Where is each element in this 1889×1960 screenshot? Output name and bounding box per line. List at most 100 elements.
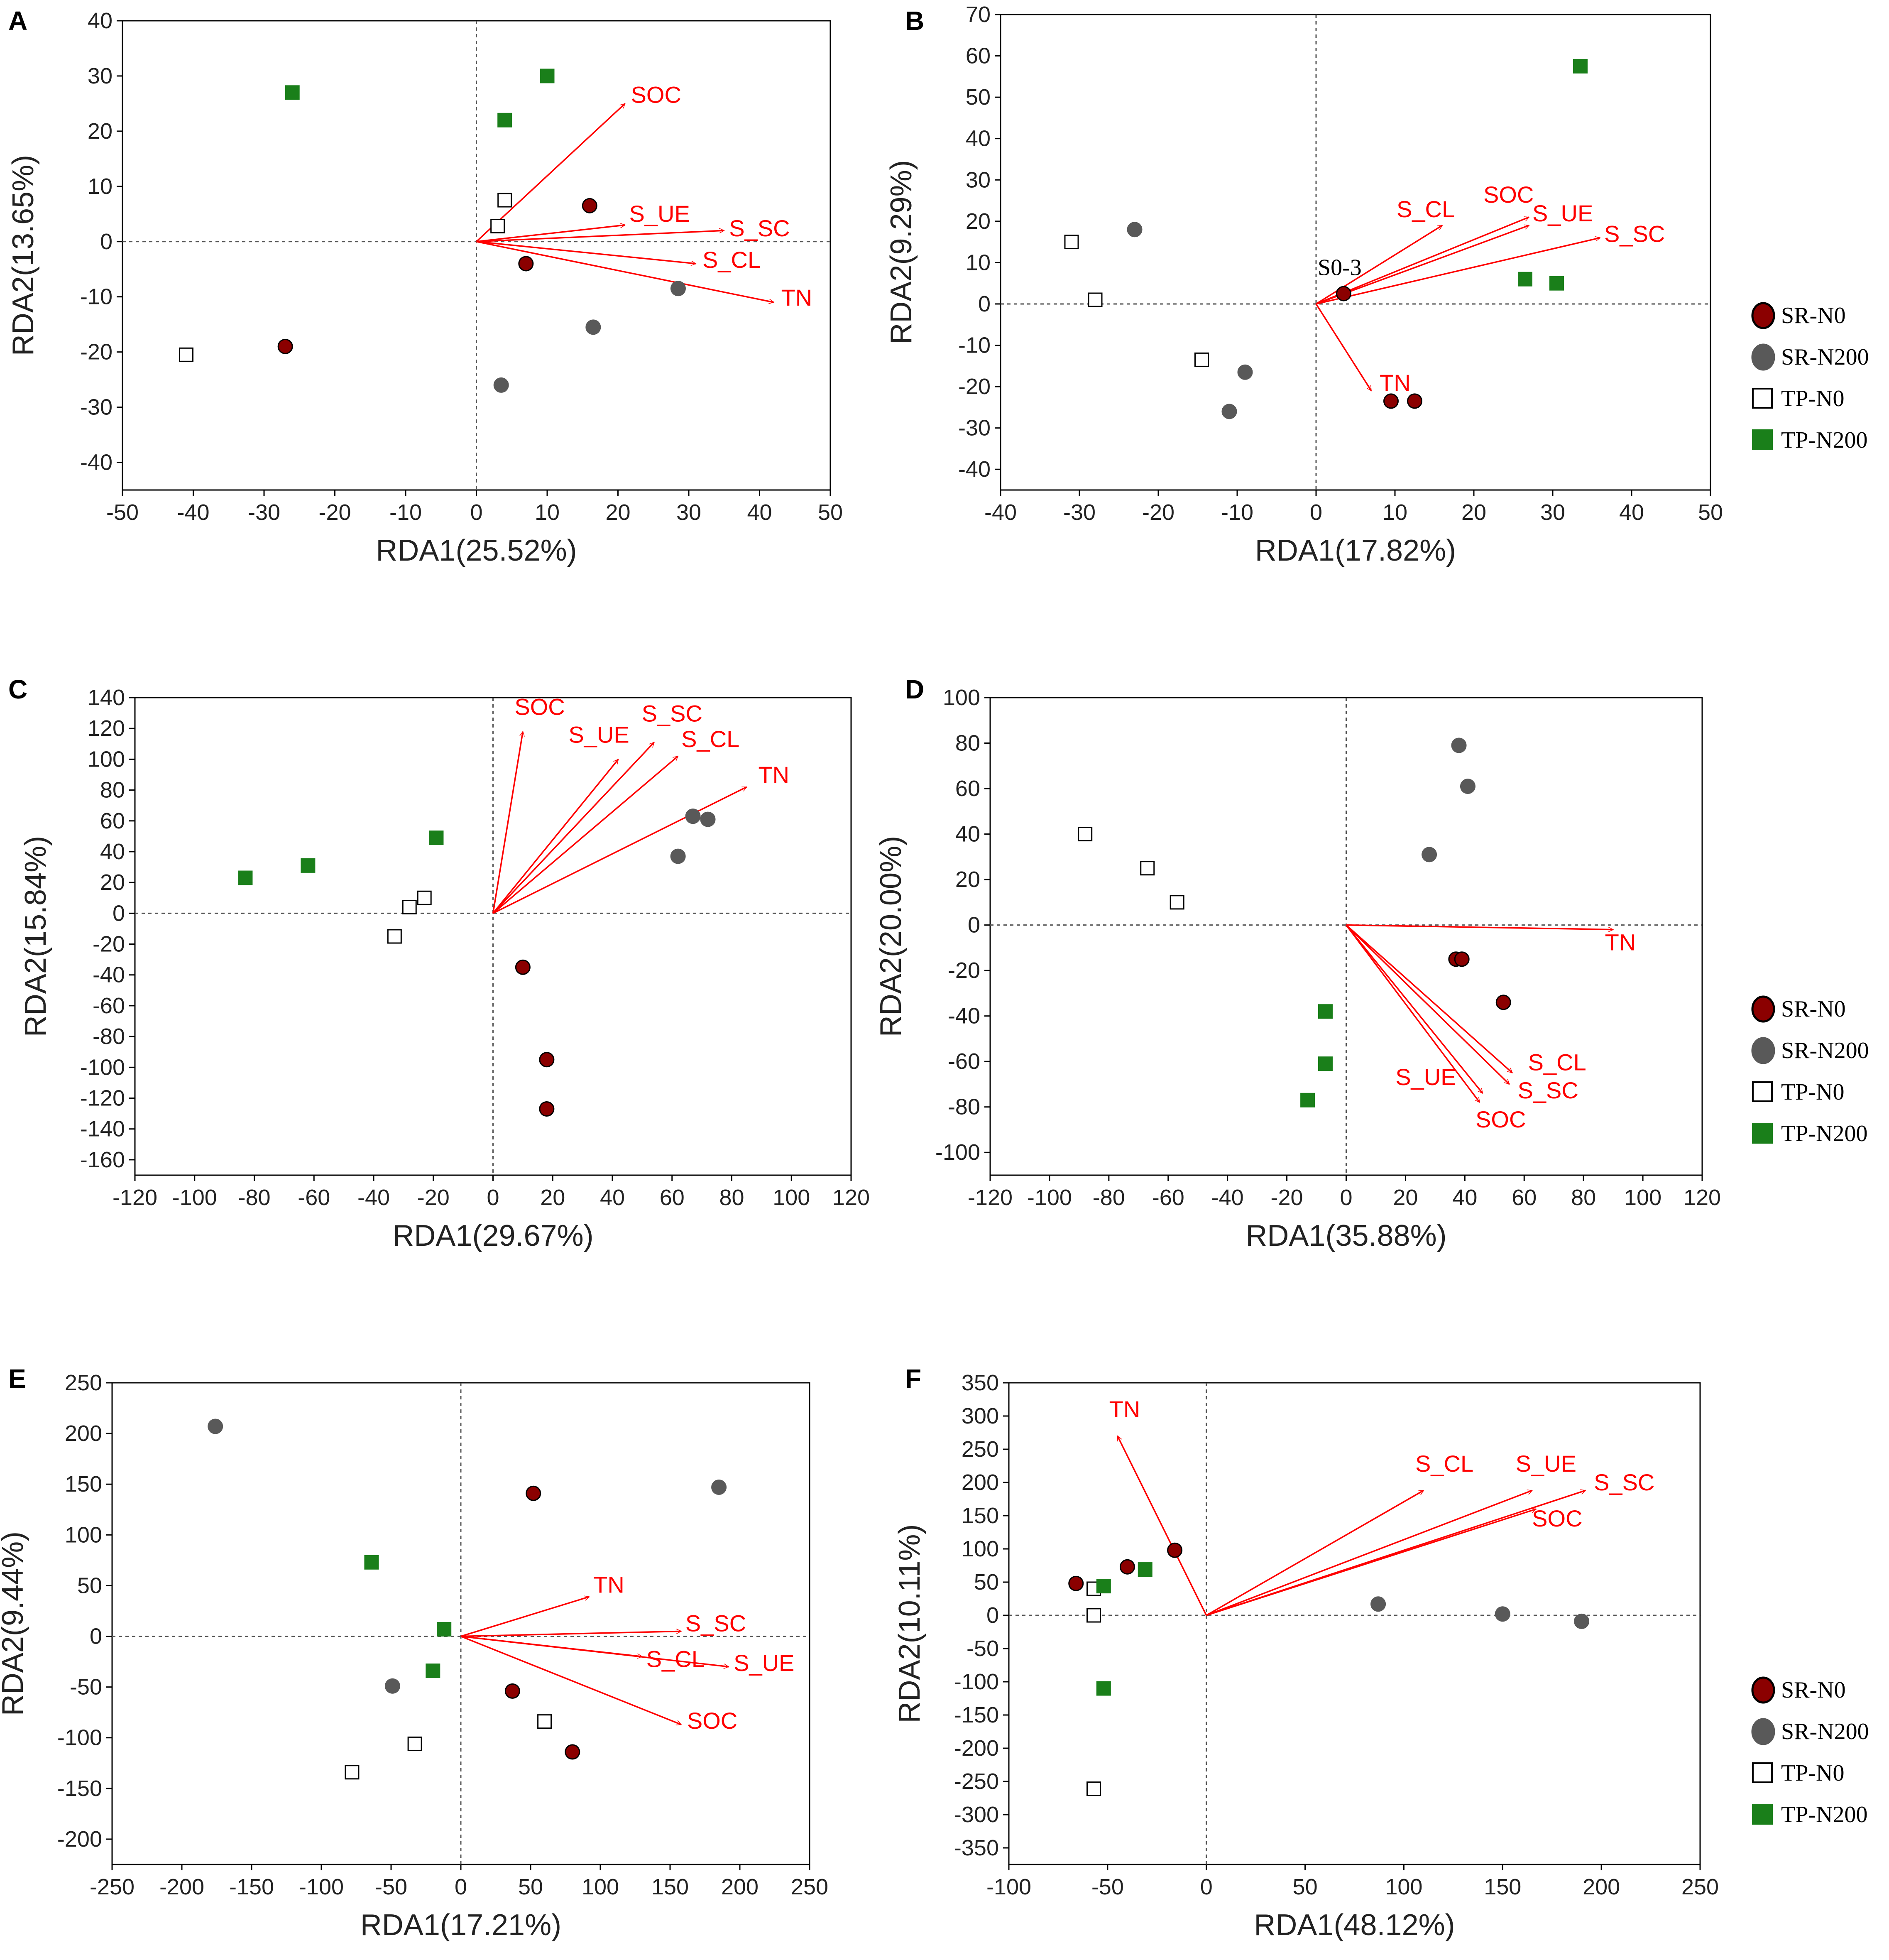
point-sr-n0 bbox=[515, 959, 531, 975]
x-tick-label: -100 bbox=[1027, 1185, 1072, 1210]
x-tick-label: 150 bbox=[651, 1874, 689, 1899]
x-tick-label: 20 bbox=[605, 500, 630, 525]
panel-f: F -100 -50 0 50 100 150 200 250 -350 -300 -250 -200 -… bbox=[893, 1364, 1719, 1942]
point-sr-n0 bbox=[1336, 286, 1351, 301]
x-tick-label: 40 bbox=[1619, 500, 1644, 525]
legend-marker-sr-n200 bbox=[1751, 1718, 1775, 1745]
vector-arrow bbox=[1315, 304, 1372, 391]
legend-marker-tp-n200 bbox=[1752, 1804, 1773, 1825]
x-tick-label: 0 bbox=[487, 1185, 499, 1210]
point-sr-n200 bbox=[1495, 1606, 1510, 1622]
x-tick-label: 250 bbox=[791, 1874, 828, 1899]
y-tick-label: 20 bbox=[100, 870, 125, 895]
vector-arrow bbox=[1117, 1436, 1207, 1616]
point-tp-n200 bbox=[364, 1555, 379, 1570]
x-tick-label: -20 bbox=[417, 1185, 450, 1210]
y-tick-label: 50 bbox=[966, 85, 991, 110]
x-tick-label: 0 bbox=[455, 1874, 467, 1899]
y-tick-label: 60 bbox=[966, 44, 991, 69]
x-tick-label: -80 bbox=[238, 1185, 270, 1210]
y-tick-label: -100 bbox=[954, 1669, 999, 1694]
point-tp-n0 bbox=[1194, 352, 1209, 367]
vector-arrow bbox=[492, 742, 655, 914]
legend-label: TP-N0 bbox=[1781, 1760, 1844, 1786]
point-sr-n0 bbox=[1495, 995, 1511, 1010]
vector-arrow bbox=[476, 230, 724, 243]
y-tick-label: 120 bbox=[88, 716, 125, 741]
x-tick-label: 200 bbox=[721, 1874, 759, 1899]
x-tick-label: -40 bbox=[984, 500, 1017, 525]
legend: SR-N0 SR-N200 TP-N0 TP-N200 bbox=[1751, 302, 1869, 453]
y-tick-label: 50 bbox=[974, 1570, 999, 1595]
legend-label: TP-N200 bbox=[1781, 427, 1867, 453]
point-sr-n0 bbox=[504, 1683, 520, 1699]
y-tick-label: 20 bbox=[955, 867, 980, 892]
y-tick-label: -10 bbox=[958, 333, 991, 358]
point-tp-n200 bbox=[497, 113, 512, 127]
vector-label: TN bbox=[593, 1571, 624, 1597]
point-sr-n0 bbox=[582, 198, 597, 213]
legend-marker-tp-n0 bbox=[1752, 388, 1773, 409]
point-sr-n200 bbox=[711, 1480, 727, 1495]
x-tick-label: -40 bbox=[357, 1185, 390, 1210]
vector-arrow bbox=[492, 759, 619, 914]
y-tick-label: -100 bbox=[80, 1055, 125, 1080]
vector-arrow bbox=[1206, 1490, 1424, 1616]
vector-label: SOC bbox=[1483, 181, 1534, 208]
point-tp-n200 bbox=[1096, 1579, 1111, 1594]
x-axis-label: RDA1(17.82%) bbox=[1255, 534, 1456, 567]
y-tick-label: -140 bbox=[80, 1117, 125, 1142]
legend-label: SR-N200 bbox=[1781, 1719, 1869, 1744]
panel-b: B -40 -30 -20 -10 0 10 20 30 40 50 -40 -30 -20 -10 0 10 2… bbox=[885, 2, 1723, 567]
vector-label: S_UE bbox=[1516, 1450, 1576, 1477]
y-tick-label: -40 bbox=[80, 450, 113, 475]
point-tp-n200 bbox=[301, 858, 316, 873]
point-sr-n200 bbox=[1237, 364, 1253, 380]
vector-label: S_CL bbox=[1415, 1450, 1473, 1477]
vector-label: S_CL bbox=[702, 247, 761, 273]
y-tick-label: 250 bbox=[65, 1370, 102, 1395]
x-axis-label: RDA1(48.12%) bbox=[1254, 1909, 1455, 1942]
x-tick-label: -20 bbox=[1271, 1185, 1303, 1210]
y-tick-label: 20 bbox=[88, 119, 113, 144]
x-tick-label: 200 bbox=[1583, 1874, 1620, 1899]
vector-arrow bbox=[1206, 1490, 1532, 1616]
vector-label: S_CL bbox=[1397, 196, 1455, 222]
x-axis-label: RDA1(35.88%) bbox=[1245, 1219, 1446, 1252]
y-tick-label: -50 bbox=[70, 1675, 102, 1700]
x-tick-label: 50 bbox=[1293, 1874, 1318, 1899]
vector-label: S_SC bbox=[1594, 1469, 1654, 1495]
vector-arrow bbox=[1346, 924, 1613, 930]
y-tick-label: -150 bbox=[954, 1703, 999, 1727]
y-tick-label: -30 bbox=[958, 416, 991, 441]
vector-arrow bbox=[492, 755, 678, 914]
x-tick-label: -60 bbox=[298, 1185, 330, 1210]
vector-arrow bbox=[492, 732, 523, 914]
x-tick-label: -40 bbox=[177, 500, 209, 525]
point-tp-n200 bbox=[540, 69, 555, 83]
point-tp-n0 bbox=[490, 219, 505, 234]
y-tick-label: 30 bbox=[88, 64, 113, 88]
y-tick-label: -40 bbox=[948, 1004, 980, 1029]
y-axis-label: RDA2(13.65%) bbox=[7, 155, 40, 356]
point-tp-n0 bbox=[407, 1736, 422, 1751]
legend-label: TP-N200 bbox=[1781, 1121, 1867, 1147]
x-tick-label: -50 bbox=[106, 500, 139, 525]
legend-marker-sr-n0 bbox=[1751, 995, 1775, 1023]
y-tick-label: 0 bbox=[978, 292, 991, 316]
point-sr-n200 bbox=[685, 808, 701, 824]
vector-arrow bbox=[476, 225, 625, 243]
x-tick-label: -30 bbox=[248, 500, 280, 525]
point-tp-n200 bbox=[1549, 276, 1564, 291]
vector-arrow bbox=[460, 1597, 589, 1637]
vector-label: TN bbox=[1380, 370, 1411, 396]
vector-arrow bbox=[460, 1635, 681, 1725]
y-tick-label: 100 bbox=[943, 685, 980, 710]
vector-label: S_SC bbox=[729, 215, 790, 241]
y-tick-label: -300 bbox=[954, 1802, 999, 1827]
point-tp-n200 bbox=[285, 85, 300, 100]
x-tick-label: 40 bbox=[600, 1185, 625, 1210]
plot-frame bbox=[1008, 1382, 1701, 1865]
legend-marker-tp-n0 bbox=[1752, 1081, 1773, 1102]
